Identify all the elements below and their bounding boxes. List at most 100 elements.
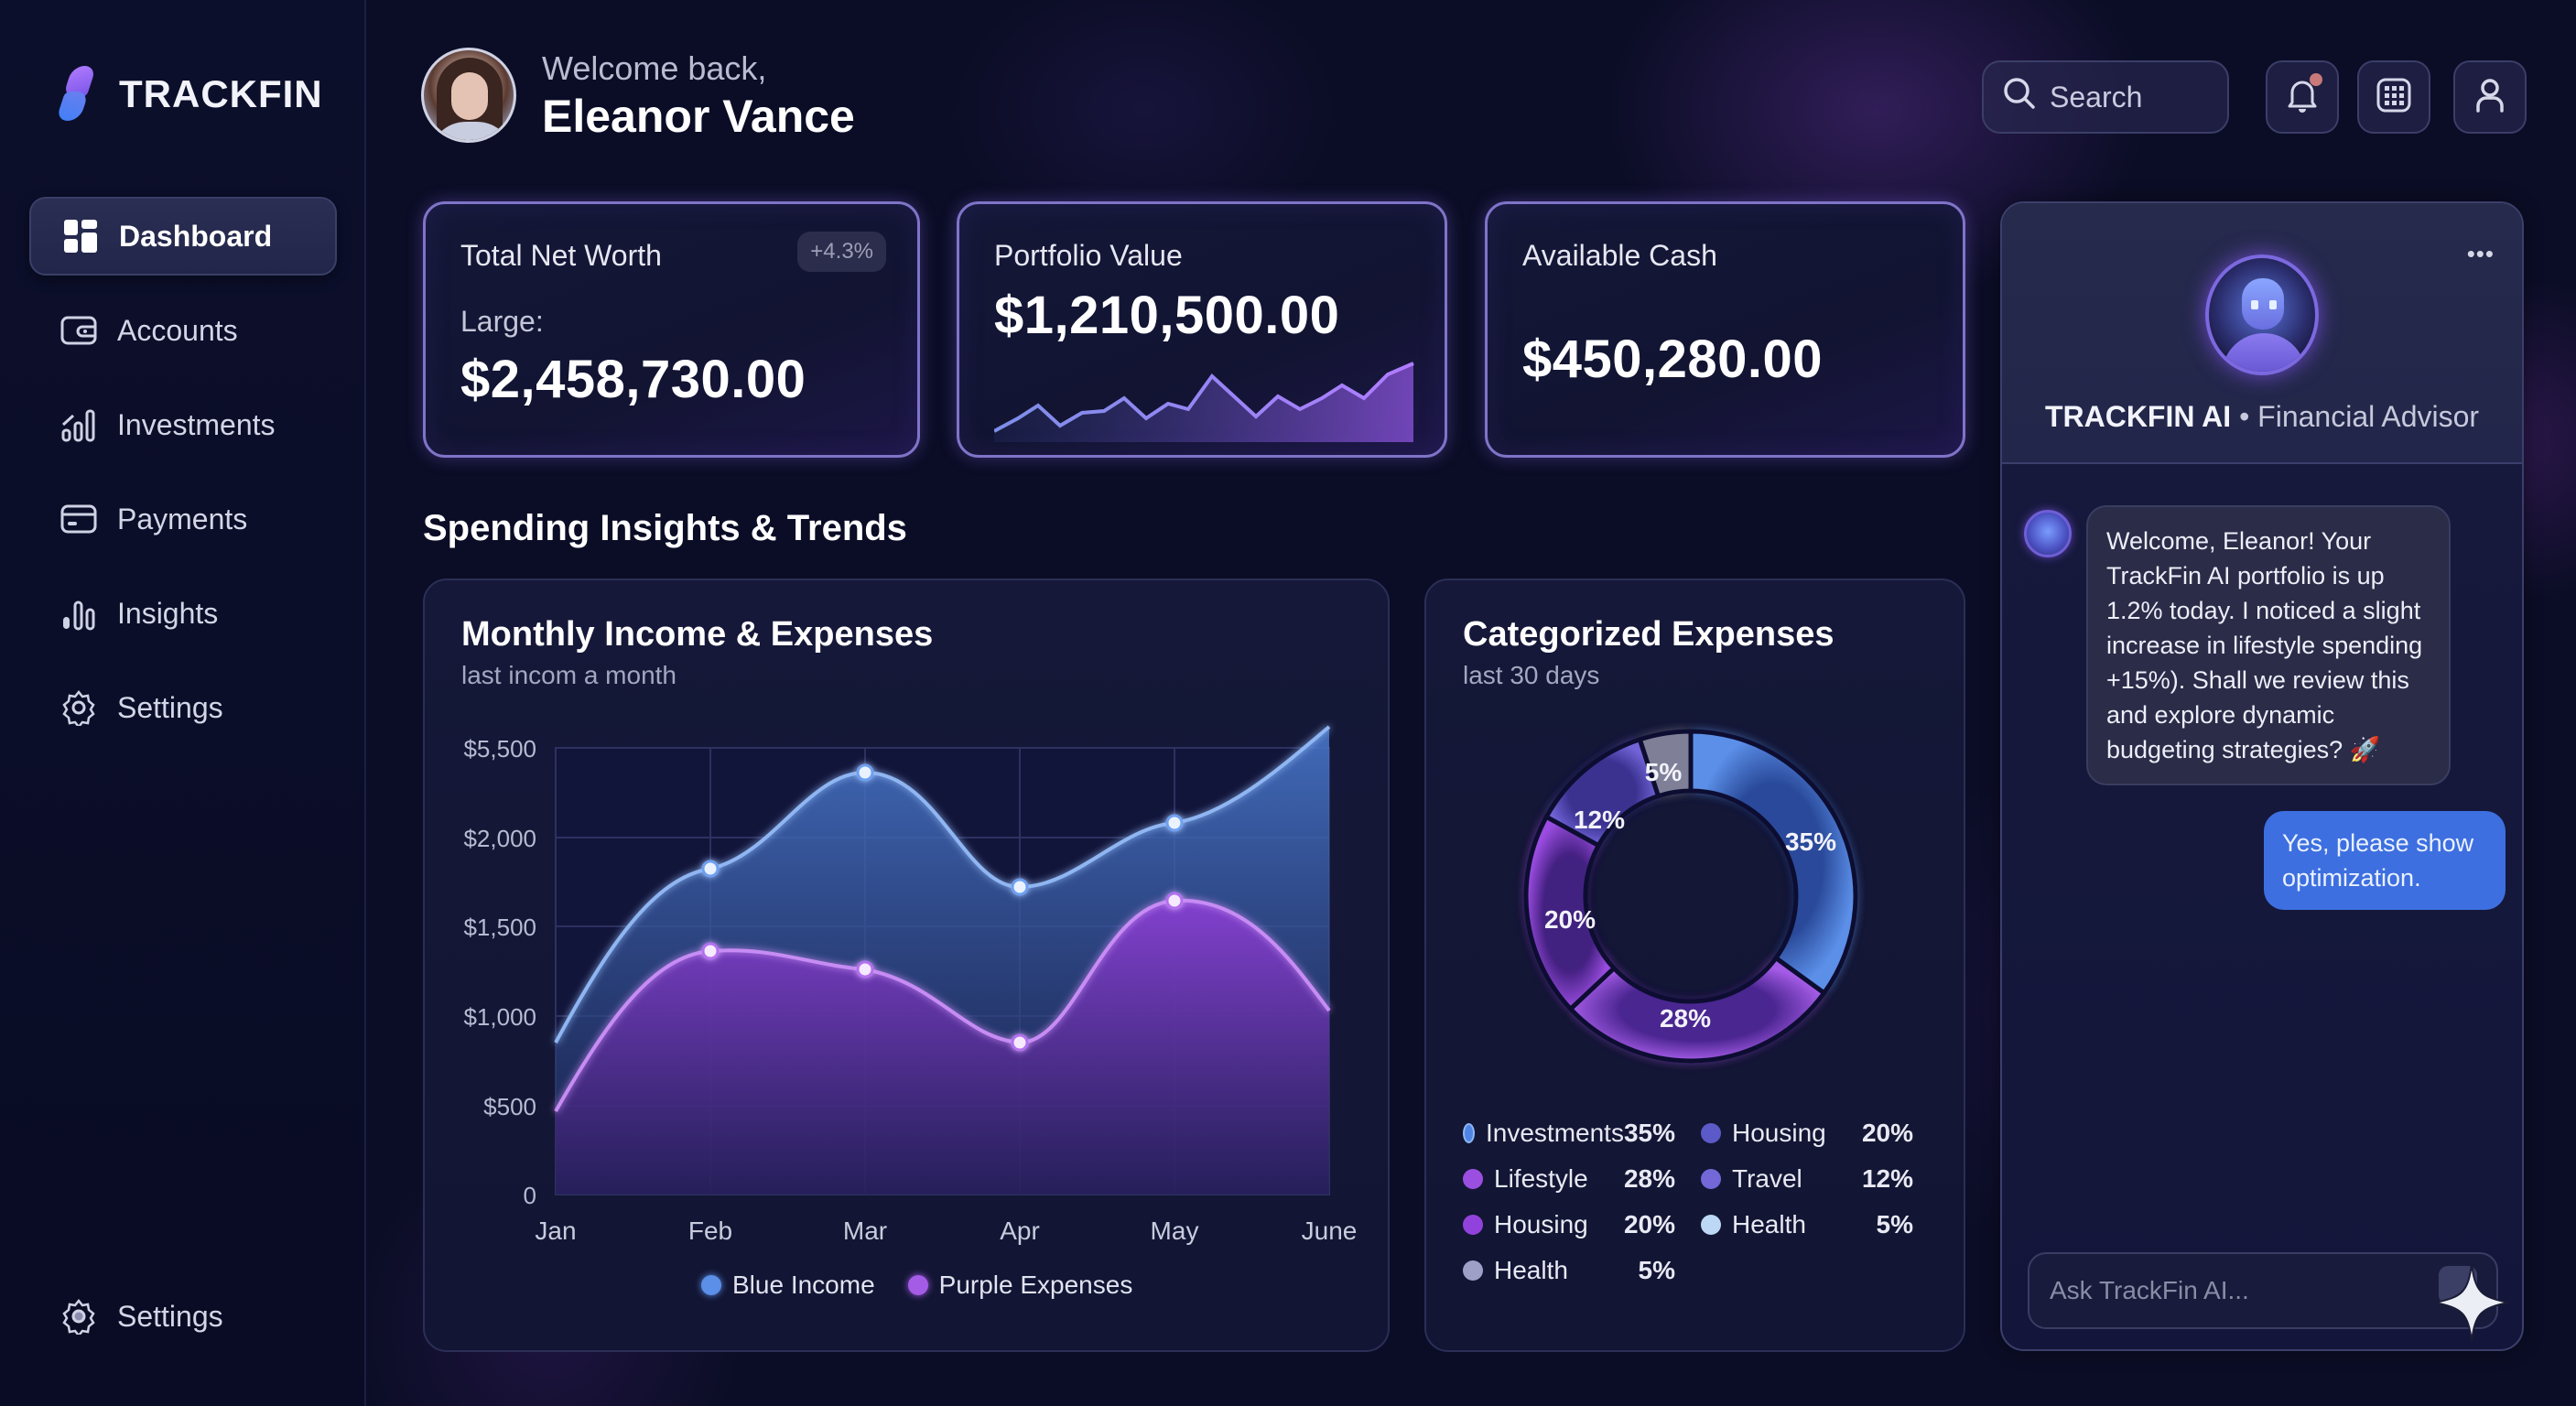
donut-slice-lifestyle[interactable] (1567, 955, 1828, 1064)
chart-subtitle: last incom a month (461, 661, 676, 689)
ai-panel-header: ••• TRACKFIN AI • Financial Advisor (2002, 203, 2522, 464)
sidebar-item-label: Accounts (117, 313, 238, 347)
apps-grid-button[interactable] (2357, 60, 2430, 134)
sidebar-item-insights[interactable]: Insights (29, 574, 337, 653)
net-worth-change-badge: +4.3% (797, 232, 886, 272)
legend-label: Housing (1732, 1119, 1826, 1147)
donut-label-health: 5% (1645, 758, 1683, 786)
legend-item[interactable]: Housing 20% (1463, 1210, 1701, 1239)
search-input[interactable]: Search (1982, 60, 2229, 134)
donut-label-housing: 20% (1544, 905, 1596, 934)
y-tick: $5,500 (463, 735, 536, 762)
sidebar-item-label: Payments (117, 502, 248, 535)
y-tick: $500 (483, 1093, 536, 1120)
portfolio-label: Portfolio Value (994, 239, 1183, 272)
section-title: Spending Insights & Trends (423, 508, 907, 548)
income-expenses-chart[interactable]: $5,500 $2,000 $1,500 $1,000 $500 0 Jan F… (425, 580, 1391, 1354)
legend-label: Blue Income (732, 1271, 875, 1299)
legend-item[interactable]: Health 5% (1463, 1256, 1701, 1285)
chart-legend: Blue Income Purple Expenses (701, 1271, 1132, 1300)
net-worth-label: Total Net Worth (460, 239, 662, 272)
legend-dot (1463, 1260, 1483, 1281)
welcome-block: Welcome back, Eleanor Vance (542, 49, 855, 143)
legend-label: Investments (1486, 1119, 1624, 1147)
donut-label-lifestyle: 28% (1660, 1004, 1711, 1033)
brand-name: TRACKFIN (119, 72, 323, 115)
sidebar-item-payments[interactable]: Payments (29, 480, 337, 558)
legend-dot (1463, 1169, 1483, 1189)
expenses-point[interactable] (1165, 892, 1184, 910)
notifications-button[interactable] (2266, 60, 2339, 134)
legend-item[interactable]: Travel 12% (1701, 1164, 1939, 1194)
send-button[interactable] (2428, 1260, 2510, 1343)
net-worth-card[interactable]: Total Net Worth +4.3% Large: $2,458,730.… (423, 201, 920, 458)
legend-item-income[interactable]: Blue Income (701, 1271, 875, 1300)
sidebar-item-settings[interactable]: Settings (29, 668, 337, 747)
user-icon (2473, 77, 2506, 118)
user-avatar[interactable] (421, 48, 516, 143)
expenses-line (554, 898, 1331, 1112)
gear-icon (60, 689, 97, 726)
donut-slice-investments[interactable] (1688, 729, 1858, 997)
legend-dot (1701, 1215, 1721, 1235)
donut-slice-health[interactable] (1637, 729, 1694, 799)
legend-label: Health (1494, 1256, 1568, 1284)
user-message: Yes, please show optimization. (2264, 811, 2506, 910)
legend-value: 28% (1623, 1164, 1675, 1193)
legend-item[interactable]: Lifestyle 28% (1463, 1164, 1701, 1194)
grid-apps-icon (2376, 77, 2412, 118)
income-line (554, 725, 1331, 1044)
bell-icon (2285, 77, 2320, 118)
sparkle-icon (2434, 1263, 2509, 1342)
sidebar-item-label: Settings (117, 690, 223, 724)
y-tick: $1,000 (463, 1003, 536, 1031)
income-point[interactable] (1011, 878, 1029, 896)
cash-value: $450,280.00 (1522, 330, 1824, 389)
ai-avatar (2205, 254, 2319, 375)
legend-dot (1463, 1215, 1483, 1235)
search-icon (2002, 76, 2037, 118)
ask-ai-placeholder: Ask TrackFin AI... (2050, 1276, 2249, 1304)
legend-item[interactable]: Health 5% (1701, 1210, 1939, 1239)
income-point[interactable] (856, 763, 874, 782)
sidebar-item-investments[interactable]: Investments (29, 385, 337, 464)
expenses-point[interactable] (701, 942, 720, 960)
portfolio-sparkline (994, 362, 1414, 442)
y-tick: $2,000 (463, 825, 536, 852)
portfolio-value-card[interactable]: Portfolio Value $1,210,500.00 (957, 201, 1447, 458)
expenses-point[interactable] (1011, 1033, 1029, 1052)
donut-subtitle: last 30 days (1463, 661, 1600, 689)
x-tick: May (1151, 1217, 1199, 1245)
legend-item-expenses[interactable]: Purple Expenses (907, 1271, 1132, 1300)
legend-label: Health (1732, 1210, 1806, 1238)
expenses-legend: Investments 35% Housing 20% Lifestyle 28% T… (1463, 1119, 1939, 1285)
x-tick: Feb (688, 1217, 732, 1245)
net-worth-sublabel: Large: (460, 305, 544, 338)
chart-title: Monthly Income & Expenses (461, 615, 934, 654)
legend-label: Travel (1732, 1164, 1802, 1193)
donut-label-investments: 35% (1785, 827, 1836, 856)
sidebar-item-accounts[interactable]: Accounts (29, 291, 337, 370)
more-options-icon[interactable]: ••• (2466, 240, 2495, 267)
sidebar-item-label: Investments (117, 407, 276, 441)
cash-label: Available Cash (1522, 239, 1717, 272)
legend-item[interactable]: Housing 20% (1701, 1119, 1939, 1148)
legend-dot-income (701, 1275, 721, 1295)
sidebar-bottom: Settings (29, 1277, 337, 1371)
legend-dot (1463, 1123, 1475, 1143)
brand[interactable]: TRACKFIN (55, 66, 323, 123)
y-tick: 0 (524, 1182, 536, 1209)
expenses-point[interactable] (856, 960, 874, 979)
bar-chart-icon (60, 595, 97, 632)
income-point[interactable] (701, 860, 720, 878)
legend-item[interactable]: Investments 35% (1463, 1119, 1701, 1148)
ask-ai-input[interactable]: Ask TrackFin AI... (2028, 1252, 2498, 1329)
income-point[interactable] (1165, 814, 1184, 832)
profile-button[interactable] (2453, 60, 2527, 134)
legend-value: 20% (1861, 1119, 1913, 1147)
sidebar-item-settings-bottom[interactable]: Settings (29, 1277, 337, 1356)
expenses-donut-chart[interactable]: 35% 28% 20% 12% 5% (1426, 580, 1967, 1130)
search-placeholder: Search (2050, 80, 2143, 114)
available-cash-card[interactable]: Available Cash $450,280.00 (1485, 201, 1965, 458)
sidebar-item-dashboard[interactable]: Dashboard (29, 197, 337, 276)
